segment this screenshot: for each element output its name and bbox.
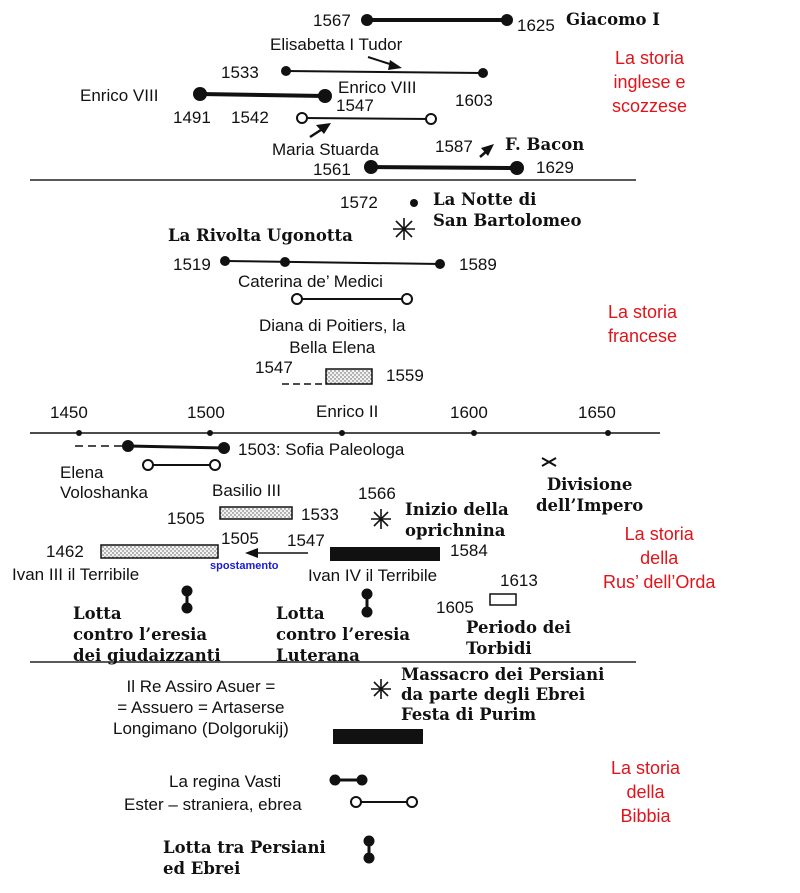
- torbidi-start-year: 1605: [436, 598, 474, 617]
- oprichnina-asterisk-icon: [371, 509, 391, 529]
- torbidi-end-year: 1613: [500, 571, 538, 590]
- ivan4-name: Ivan IV il Terribile: [308, 566, 438, 585]
- basilio-start-year: 1505: [167, 509, 205, 528]
- maria-stuarda-arrow: [309, 123, 331, 139]
- section-title-bible: La storia della Bibbia: [611, 758, 681, 826]
- bacon-start-year: 1561: [313, 160, 351, 179]
- lotta-persiani-ebrei: Lotta tra Persiani ed Ebrei: [163, 838, 326, 878]
- ester-timeline: [350, 796, 418, 808]
- lotta-bible-dumbbell: [363, 835, 375, 864]
- elisabetta-arrow: [367, 56, 402, 70]
- ivan4-bar: [330, 547, 440, 561]
- oprichnina-year: 1566: [358, 484, 396, 503]
- spostamento-arrow: [245, 548, 308, 558]
- section-title-english: La storia inglese e scozzese: [612, 48, 688, 116]
- maria-start-year: 1542: [231, 108, 269, 127]
- sofia-timeline: [75, 440, 230, 454]
- basilio-end-year: 1533: [301, 505, 339, 524]
- assiro-name: Il Re Assiro Asuer = = Assuero = Artaser…: [113, 677, 289, 738]
- notte-name: La Notte di San Bartolomeo: [433, 190, 582, 230]
- enrico-viii-timeline: [193, 87, 332, 103]
- assiro-bar: [333, 729, 423, 744]
- lotta2-dumbbell: [361, 588, 373, 618]
- bacon-name: F. Bacon: [505, 135, 585, 154]
- axis-tick-1650: 1650: [578, 403, 616, 422]
- ivan3-end-year: 1505: [221, 529, 259, 548]
- enrico-ii-end-year: 1559: [386, 366, 424, 385]
- vasti-name: La regina Vasti: [169, 772, 282, 791]
- torbidi-bar: [489, 593, 517, 606]
- ivan4-end-year: 1584: [450, 541, 488, 560]
- lotta1-dumbbell: [181, 585, 193, 614]
- caterina-end-year: 1589: [459, 255, 497, 274]
- oprichnina-name: Inizio della oprichnina: [405, 500, 509, 540]
- caterina-start-year: 1519: [173, 255, 211, 274]
- axis-tick-1450: 1450: [50, 403, 88, 422]
- bacon-arrow: [479, 144, 494, 158]
- caterina-timeline: [220, 256, 445, 269]
- divisione-cross-icon: [541, 457, 557, 467]
- time-axis: [30, 430, 660, 436]
- section-title-french: La storia francese: [608, 302, 678, 346]
- bacon-year: 1587: [435, 137, 473, 156]
- giacomo-start-year: 1567: [313, 11, 351, 30]
- sofia-label: 1503: Sofia Paleologa: [238, 440, 405, 459]
- enrico-ii-start-year: 1547: [255, 358, 293, 377]
- diana-name: Diana di Poitiers, la Bella Elena: [259, 316, 406, 357]
- enrico-viii-end-year: 1547: [336, 96, 374, 115]
- notte-dot: [410, 199, 418, 207]
- spostamento-label: spostamento: [210, 560, 279, 572]
- axis-tick-1500: 1500: [187, 403, 225, 422]
- caterina-name: Caterina de’ Medici: [238, 272, 383, 291]
- elisabetta-start-year: 1533: [221, 63, 259, 82]
- maria-stuarda-timeline: [296, 112, 437, 125]
- bacon-end-year: 1629: [536, 158, 574, 177]
- lotta-luterana: Lotta contro l’eresia Luterana: [276, 604, 411, 665]
- rivolta-name: La Rivolta Ugonotta: [168, 226, 353, 245]
- section-title-rus: La storia della Rus’ dell’Orda: [603, 524, 716, 592]
- massacro-asterisk-icon: [371, 679, 391, 699]
- basilio-name: Basilio III: [212, 481, 281, 500]
- diana-timeline: [291, 293, 413, 305]
- giacomo-end-year: 1625: [517, 16, 555, 35]
- elena-timeline: [142, 459, 221, 471]
- massacro-name: Massacro dei Persiani da parte degli Ebr…: [401, 665, 605, 724]
- elisabetta-timeline: [281, 66, 488, 78]
- axis-tick-1600: 1600: [450, 403, 488, 422]
- torbidi-name: Periodo dei Torbidi: [466, 618, 572, 658]
- lotta-giudaizzanti: Lotta contro l’eresia dei giudaizzanti: [73, 604, 221, 665]
- ivan3-name: Ivan III il Terribile: [12, 565, 140, 584]
- divisione-name: Divisione dell’Impero: [536, 475, 644, 515]
- vasti-timeline: [329, 774, 368, 786]
- bacon-timeline: [364, 160, 524, 175]
- giacomo-name: Giacomo I: [566, 10, 661, 29]
- enrico-viii-start-year: 1491: [173, 108, 211, 127]
- enrico-viii-label-left: Enrico VIII: [80, 86, 159, 105]
- enrico-viii-label-right: Enrico VIII: [338, 78, 417, 97]
- enrico-ii-name: Enrico II: [316, 402, 379, 421]
- elisabetta-end-year: 1603: [455, 91, 493, 110]
- enrico-ii-bar: [282, 368, 373, 385]
- elisabetta-name: Elisabetta I Tudor: [270, 35, 403, 54]
- basilio-bar: [219, 506, 293, 520]
- elena-name: Elena Voloshanka: [60, 463, 148, 502]
- ivan4-start-year: 1547: [287, 531, 325, 550]
- notte-year: 1572: [340, 193, 378, 212]
- rivolta-asterisk-icon: [393, 218, 415, 240]
- ivan3-start-year: 1462: [46, 542, 84, 561]
- giacomo-timeline: [361, 14, 513, 26]
- ester-name: Ester – straniera, ebrea: [124, 795, 302, 814]
- ivan3-bar: [100, 544, 219, 559]
- maria-stuarda-name: Maria Stuarda: [272, 140, 379, 159]
